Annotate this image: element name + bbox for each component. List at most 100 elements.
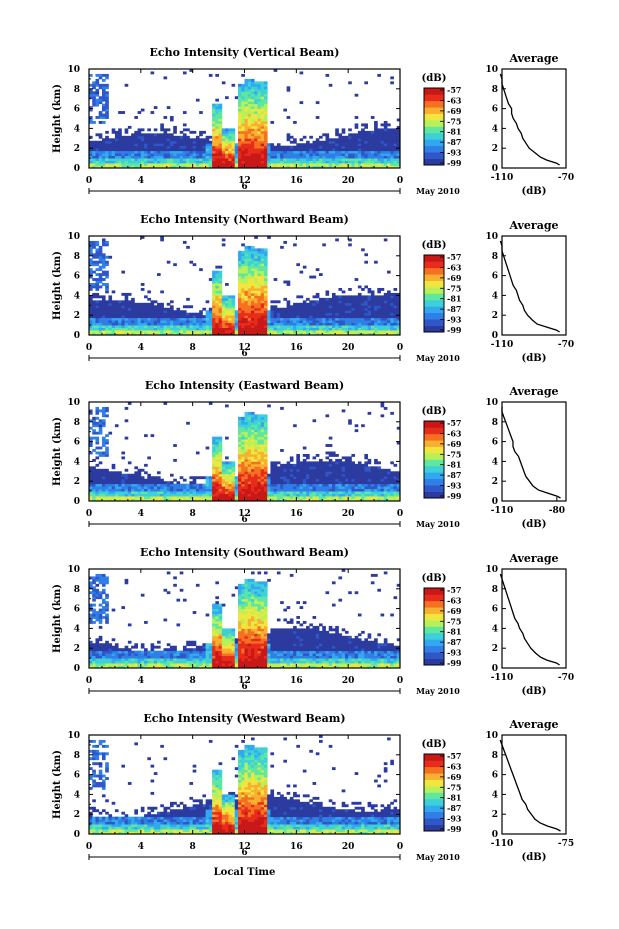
colorbar-tick-label: -75 — [447, 449, 461, 459]
colorbar-tick-label: -57 — [447, 585, 461, 595]
colorbar-swatch — [424, 94, 444, 102]
colorbar-swatch — [424, 485, 444, 492]
colorbar-swatch — [424, 754, 444, 761]
colorbar-tick-label: -63 — [447, 262, 462, 272]
colorbar-swatch — [424, 88, 444, 95]
x-tick-label: 4 — [138, 842, 144, 852]
y-tick-label: 6 — [74, 105, 80, 115]
colorbar-swatch — [424, 798, 444, 806]
colorbar: -57-63-69-75-81-87-93-99 — [423, 85, 462, 168]
average-y-tick-label: 10 — [485, 398, 498, 408]
colorbar-frame — [423, 587, 445, 666]
y-tick-label: 2 — [74, 311, 80, 321]
average-frame — [501, 68, 567, 169]
y-tick-label: 0 — [74, 164, 80, 174]
colorbar-tick-label: -81 — [447, 793, 461, 803]
x-tick-label: 0 — [397, 176, 403, 186]
average-frame — [501, 734, 567, 835]
colorbar-swatch — [424, 478, 444, 486]
colorbar-tick-label: -87 — [447, 637, 461, 647]
x-tick-label: 16 — [290, 176, 303, 186]
average-y-tick-label: 6 — [492, 105, 498, 115]
y-tick-label: 10 — [67, 565, 80, 575]
average-title: Average — [508, 552, 558, 565]
colorbar-frame — [423, 420, 445, 499]
x-tick-label: 12 — [238, 509, 251, 519]
average-y-tick-label: 10 — [485, 65, 498, 75]
colorbar-tick-label: -63 — [447, 428, 462, 438]
y-tick-label: 8 — [74, 751, 80, 761]
colorbar-tick-label: -99 — [447, 158, 462, 168]
colorbar-swatch — [424, 293, 444, 301]
colorbar-swatch — [424, 652, 444, 659]
colorbar-tick-label: -57 — [447, 418, 461, 428]
colorbar-frame — [423, 87, 445, 166]
colorbar-swatch — [424, 145, 444, 153]
average-y-tick-label: 8 — [492, 751, 498, 761]
average-y-tick-label: 2 — [492, 644, 498, 654]
average-x-label: (dB) — [522, 353, 547, 364]
heatmap-cells — [89, 569, 401, 669]
chart-title: Echo Intensity (Westward Beam) — [143, 712, 345, 725]
colorbar-tick-label: -63 — [447, 595, 462, 605]
y-tick-label: 10 — [67, 731, 80, 741]
y-tick-label: 10 — [67, 65, 80, 75]
average-y-tick-label: 2 — [492, 311, 498, 321]
x-tick-label: 0 — [86, 343, 92, 353]
average-y-tick-label: 4 — [492, 457, 498, 467]
colorbar-unit: (dB) — [422, 573, 447, 584]
colorbar-swatch — [424, 811, 444, 819]
average-y-tick-label: 10 — [485, 731, 498, 741]
x-tick-label: 12 — [238, 676, 251, 686]
average-y-tick-label: 8 — [492, 585, 498, 595]
x-tick-label: 12 — [238, 842, 251, 852]
average-y-tick-label: 2 — [492, 810, 498, 820]
average-y-tick-label: 6 — [492, 272, 498, 282]
x-tick-label: 12 — [238, 343, 251, 353]
colorbar-tick-label: -69 — [447, 606, 462, 616]
y-tick-label: 4 — [74, 457, 80, 467]
y-tick-label: 10 — [67, 398, 80, 408]
panel-1: Echo Intensity (Vertical Beam) 0 2 4 6 8 10 Hei… — [52, 46, 574, 197]
colorbar-swatch — [424, 786, 444, 793]
y-tick-label: 2 — [74, 644, 80, 654]
x-tick-label: 0 — [86, 509, 92, 519]
average-y-tick-label: 10 — [485, 232, 498, 242]
day-label: 6 — [241, 515, 247, 525]
x-tick-label: 16 — [290, 343, 303, 353]
x-tick-label: 12 — [238, 176, 251, 186]
colorbar-tick-label: -93 — [447, 481, 462, 491]
colorbar-tick-label: -69 — [447, 439, 462, 449]
y-tick-label: 0 — [74, 497, 80, 507]
average-x-tick-label: -110 — [491, 340, 514, 350]
colorbar-swatch — [424, 261, 444, 269]
average-y-tick-label: 2 — [492, 477, 498, 487]
colorbar-tick-label: -93 — [447, 814, 462, 824]
heatmap-cells — [89, 402, 401, 502]
x-tick-label: 0 — [397, 842, 403, 852]
colorbar-swatch — [424, 491, 444, 499]
colorbar-swatch — [424, 306, 444, 314]
month-label: May 2010 — [416, 519, 460, 529]
average-title: Average — [508, 52, 558, 65]
colorbar-swatch — [424, 433, 444, 441]
colorbar-swatch — [424, 818, 444, 825]
average-profile: Average 0 2 4 6 8 10 -110 -80(dB) — [485, 385, 567, 530]
colorbar-swatch — [424, 421, 444, 428]
y-axis-label: Height (km) — [52, 251, 63, 320]
colorbar-swatch — [424, 126, 444, 134]
average-title: Average — [508, 385, 558, 398]
chart-title: Echo Intensity (Vertical Beam) — [149, 46, 339, 59]
month-label: May 2010 — [416, 686, 460, 696]
average-y-tick-label: 10 — [485, 565, 498, 575]
y-tick-label: 4 — [74, 124, 80, 134]
colorbar-tick-label: -69 — [447, 273, 462, 283]
colorbar-swatch — [424, 132, 444, 140]
average-y-tick-label: 0 — [492, 164, 498, 174]
average-x-tick-label: -70 — [558, 340, 574, 350]
x-tick-label: 4 — [138, 343, 144, 353]
x-tick-label: 4 — [138, 509, 144, 519]
panel-2: Echo Intensity (Northward Beam) 0 2 4 6 8 10 He… — [52, 213, 574, 364]
colorbar-tick-label: -63 — [447, 95, 462, 105]
heatmap-cells — [89, 236, 401, 336]
